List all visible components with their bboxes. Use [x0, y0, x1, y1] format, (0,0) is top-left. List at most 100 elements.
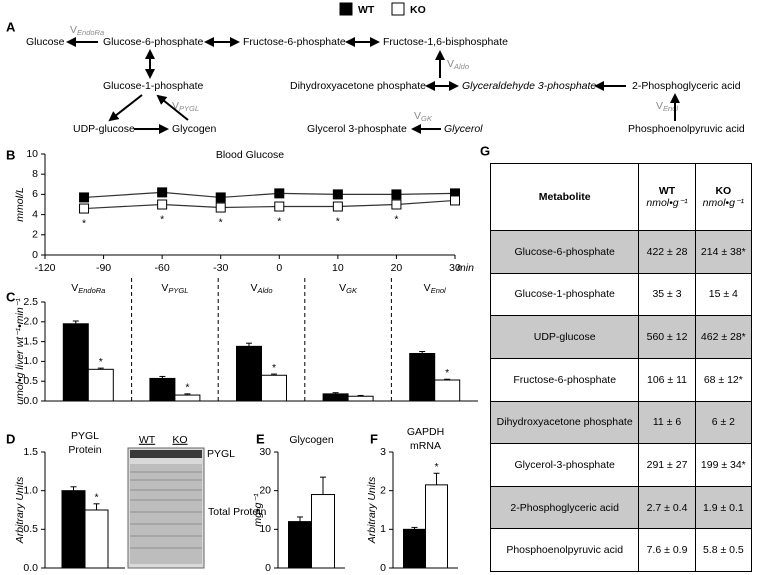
y-tick-label: 0.5 [23, 523, 38, 535]
y-tick-label: 0 [380, 562, 386, 574]
x-axis-title: min [457, 262, 474, 274]
table-row: Fructose-6-phosphate 106 ± 11 68 ± 12* [489, 357, 753, 402]
table-cell: 560 ± 12 [638, 315, 696, 359]
table-cell: 35 ± 3 [638, 272, 696, 317]
table-cell: 6 ± 2 [694, 400, 753, 445]
x-tick-label: 0 [276, 262, 282, 274]
marker [215, 202, 226, 213]
arrow [108, 94, 143, 122]
table-cell: 199 ± 34* [694, 443, 753, 487]
y-tick-label: 3 [380, 446, 386, 458]
table-cell: Glucose-6-phosphate [489, 230, 640, 274]
header-row: Metabolite WT nmol•g⁻¹ KO nmol•g⁻¹ [489, 163, 753, 231]
significance: * [94, 492, 98, 504]
y-axis-title: umol•g liver wt⁻¹•min⁻¹ [14, 298, 26, 405]
bar [409, 352, 436, 402]
bar [261, 374, 287, 402]
x-tick-label: -60 [155, 262, 170, 274]
node: Dihydroxyacetone phosphate [290, 80, 426, 92]
enzyme-subscript: Enol [663, 104, 678, 113]
panel-letter: F [370, 431, 378, 446]
bar [288, 521, 312, 569]
header-cell: WT nmol•g⁻¹ [638, 163, 696, 231]
bar [425, 484, 448, 569]
header-cell: Metabolite [489, 163, 640, 231]
y-axis-title: Arbitrary Units [14, 476, 26, 544]
node: Glycogen [172, 123, 217, 135]
category-subscript: Aldo [257, 286, 273, 295]
table-cell: Glycerol-3-phosphate [489, 443, 640, 487]
bar [174, 394, 201, 402]
header-cell: KO nmol•g⁻¹ [694, 163, 753, 231]
y-tick-label: 8 [32, 168, 38, 180]
marker [332, 201, 343, 212]
legend-label: KO [410, 4, 426, 16]
y-tick-label: 1.0 [23, 484, 38, 496]
table-cell: Phosphoenolpyruvic acid [489, 528, 640, 572]
y-axis-title: Arbitrary Units [366, 476, 378, 544]
error-bar [97, 367, 104, 370]
marker [157, 187, 168, 198]
table-row: Glucose-6-phosphate 422 ± 28 214 ± 38* [489, 230, 753, 274]
category-label: VEnol [424, 282, 446, 295]
table-cell: 2.7 ± 0.4 [638, 485, 696, 530]
significance: * [336, 215, 340, 227]
panel-letter: G [480, 143, 490, 158]
bar [403, 528, 426, 569]
table-row: Glycerol-3-phosphate 291 ± 27 199 ± 34* [489, 443, 753, 487]
error-bar [357, 394, 364, 397]
node: UDP-glucose [73, 123, 135, 135]
category-symbol: V [71, 282, 78, 294]
table-cell: 2-Phosphoglyceric acid [489, 485, 640, 530]
node: Glyceraldehyde 3-phosphate [462, 80, 596, 92]
table-cell: 462 ± 28* [694, 315, 753, 359]
table-cell: 1.9 ± 0.1 [694, 485, 753, 530]
table-cell: Fructose-6-phosphate [489, 357, 640, 402]
x-tick-label: -30 [213, 262, 228, 274]
node: Glucose-6-phosphate [103, 36, 204, 48]
table-cell: Dihydroxyacetone phosphate [489, 400, 640, 445]
blot-lane-label: WT [139, 434, 156, 446]
y-tick-label: 6 [32, 188, 38, 200]
column-title: KO [715, 185, 732, 197]
enzyme-label: VEnol [656, 100, 678, 113]
legend-label: WT [358, 4, 375, 16]
category-label: VPYGL [161, 282, 188, 295]
y-tick-label: 10 [259, 523, 271, 535]
bar [434, 379, 461, 402]
chart-title: Protein [68, 444, 101, 456]
error-bar [297, 516, 303, 522]
significance: * [394, 213, 398, 225]
error-bar [271, 373, 277, 376]
category-symbol: V [424, 282, 431, 294]
node: Glycerol 3-phosphate [307, 123, 407, 135]
y-tick-label: 1.5 [23, 335, 38, 347]
table-cell: 422 ± 28 [638, 230, 696, 274]
marker [79, 192, 90, 203]
error-bar [332, 392, 339, 394]
marker [215, 192, 226, 203]
y-tick-label: 1.0 [23, 355, 38, 367]
y-axis-title: mmol/L [14, 187, 26, 222]
chart-title: mRNA [410, 440, 441, 452]
table-cell: 291 ± 27 [638, 443, 696, 487]
y-tick-label: 2.5 [23, 296, 38, 308]
marker [274, 201, 285, 212]
bar [236, 345, 262, 402]
error-bar [411, 526, 418, 530]
error-bar [320, 476, 326, 495]
y-tick-label: 1 [380, 523, 386, 535]
enzyme-symbol: V [172, 100, 179, 112]
legend-swatch [339, 2, 353, 16]
significance: * [445, 367, 449, 379]
table-cell: 5.8 ± 0.5 [694, 528, 753, 572]
significance: * [160, 213, 164, 225]
enzyme-subscript: PYGL [179, 104, 199, 113]
bar [149, 377, 176, 402]
node: Glucose [26, 36, 65, 48]
blot-band-label: Total Protein [208, 506, 267, 518]
node: Glycerol [444, 123, 483, 135]
table-row: UDP-glucose 560 ± 12 462 ± 28* [489, 315, 753, 359]
